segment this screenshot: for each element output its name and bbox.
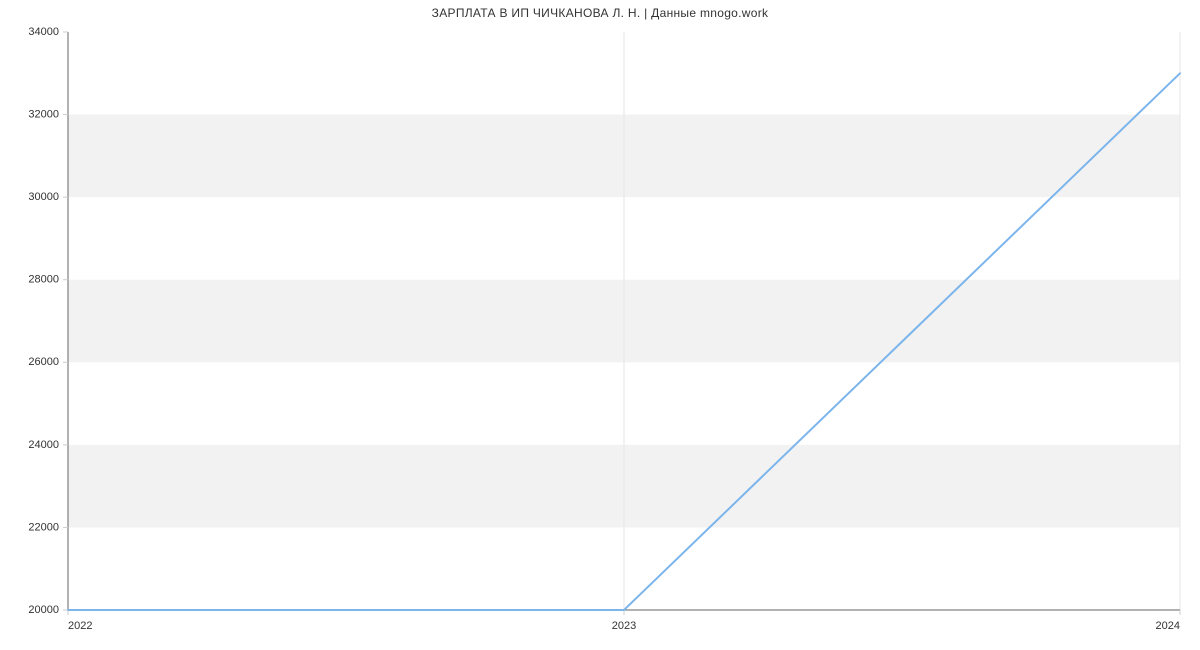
salary-line-chart: ЗАРПЛАТА В ИП ЧИЧКАНОВА Л. Н. | Данные m… — [0, 0, 1200, 650]
y-tick-label: 26000 — [28, 356, 59, 368]
y-tick-label: 28000 — [28, 274, 59, 286]
x-tick-label: 2024 — [1156, 620, 1180, 632]
chart-title: ЗАРПЛАТА В ИП ЧИЧКАНОВА Л. Н. | Данные m… — [0, 6, 1200, 20]
x-tick-label: 2023 — [612, 620, 636, 632]
chart-svg: 20000 22000 24000 26000 28000 30000 32000 34000… — [0, 0, 1200, 650]
y-tick-label: 30000 — [28, 191, 59, 203]
y-tick-label: 20000 — [28, 604, 59, 616]
x-tick-label: 2022 — [68, 620, 92, 632]
y-tick-label: 34000 — [28, 26, 59, 38]
y-tick-label: 24000 — [28, 439, 59, 451]
y-tick-label: 22000 — [28, 521, 59, 533]
y-tick-label: 32000 — [28, 108, 59, 120]
